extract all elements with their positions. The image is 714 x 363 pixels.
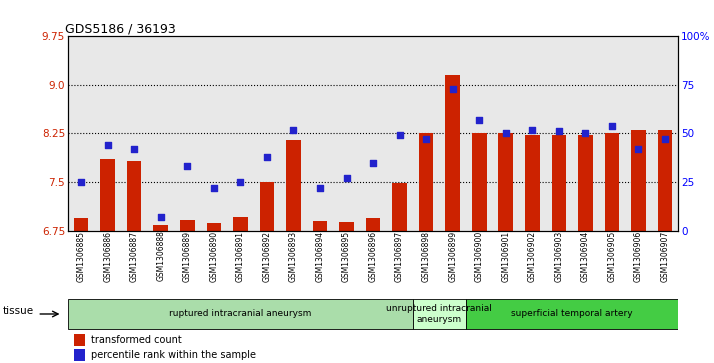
Point [261,154,273,160]
Text: GSM1306900: GSM1306900 [475,231,483,282]
FancyBboxPatch shape [466,299,678,329]
Point [155,214,166,220]
Bar [180,220,195,231]
Text: GSM1306889: GSM1306889 [183,231,192,281]
Text: GSM1306905: GSM1306905 [608,231,616,282]
Bar [551,135,566,231]
Point [580,130,591,136]
Text: GSM1306906: GSM1306906 [634,231,643,282]
Bar [366,217,381,231]
Bar [392,183,407,231]
Point [235,179,246,185]
Text: GSM1306894: GSM1306894 [316,231,324,282]
Point [288,127,299,132]
Bar [101,159,115,231]
Bar [419,134,433,231]
Bar [658,130,673,231]
Point [447,86,458,91]
Bar [233,217,248,231]
Bar [605,134,619,231]
Text: GSM1306899: GSM1306899 [448,231,457,282]
Text: GSM1306893: GSM1306893 [289,231,298,282]
Text: GSM1306892: GSM1306892 [263,231,271,281]
Point [129,146,140,152]
Text: GSM1306885: GSM1306885 [76,231,86,281]
Point [659,136,670,142]
Point [341,175,352,181]
Bar [313,221,327,231]
Point [181,163,193,169]
Bar [578,135,593,231]
Bar [498,134,513,231]
Text: GSM1306895: GSM1306895 [342,231,351,282]
Bar [74,334,85,346]
FancyBboxPatch shape [413,299,466,329]
Bar [525,135,540,231]
Point [553,129,565,134]
Text: transformed count: transformed count [91,335,182,345]
Text: GSM1306901: GSM1306901 [501,231,511,282]
Text: GSM1306907: GSM1306907 [660,231,670,282]
Bar [154,225,168,231]
Point [473,117,485,123]
Point [102,142,114,148]
Text: unruptured intracranial
aneurysm: unruptured intracranial aneurysm [386,304,493,324]
Text: GSM1306897: GSM1306897 [395,231,404,282]
Point [367,160,378,166]
Text: ruptured intracranial aneurysm: ruptured intracranial aneurysm [169,310,311,318]
Bar [260,182,274,231]
Text: GSM1306886: GSM1306886 [103,231,112,281]
Text: GSM1306903: GSM1306903 [554,231,563,282]
Bar [631,130,645,231]
Bar [127,161,141,231]
Point [394,132,406,138]
Text: percentile rank within the sample: percentile rank within the sample [91,350,256,360]
Text: GSM1306891: GSM1306891 [236,231,245,281]
Bar [472,134,486,231]
Bar [446,75,460,231]
Bar [74,217,89,231]
Point [606,123,618,129]
Bar [74,349,85,361]
Text: GSM1306888: GSM1306888 [156,231,165,281]
Text: GSM1306887: GSM1306887 [130,231,139,281]
Text: GSM1306896: GSM1306896 [368,231,378,282]
Text: GSM1306902: GSM1306902 [528,231,537,282]
Point [421,136,432,142]
Point [633,146,644,152]
Bar [286,140,301,231]
FancyBboxPatch shape [68,299,413,329]
Text: superficial temporal artery: superficial temporal artery [511,310,633,318]
Text: GSM1306898: GSM1306898 [422,231,431,281]
Text: GDS5186 / 36193: GDS5186 / 36193 [65,22,176,35]
Point [76,179,87,185]
Text: GSM1306904: GSM1306904 [581,231,590,282]
Point [527,127,538,132]
Text: GSM1306890: GSM1306890 [209,231,218,282]
Text: tissue: tissue [3,306,34,316]
Bar [206,223,221,231]
Point [208,185,219,191]
Bar [339,222,354,231]
Point [314,185,326,191]
Point [500,130,511,136]
